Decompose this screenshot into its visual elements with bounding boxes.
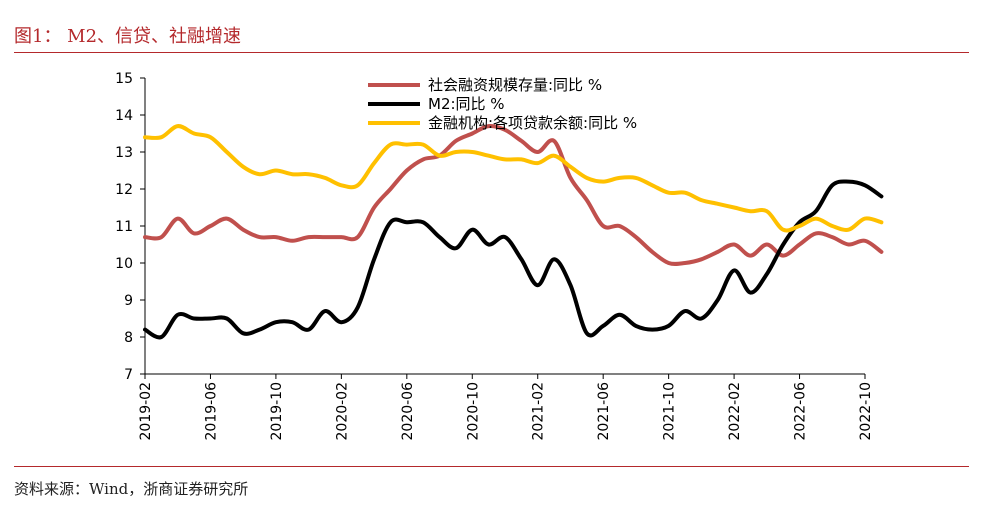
x-tick-label: 2019-10	[269, 382, 285, 441]
chart-axes: 7 8 9 10 11 12 13 14 15 2019-02 2019-06 2019-10 2020…	[115, 71, 874, 441]
x-tick-label: 2020-06	[400, 382, 416, 441]
x-tick-label: 2022-02	[727, 382, 743, 441]
y-tick-label: 8	[124, 330, 133, 346]
y-tick-label: 12	[115, 182, 133, 198]
y-tick-label: 10	[115, 256, 133, 272]
x-tick-label: 2022-06	[793, 382, 809, 441]
x-tick-label: 2020-10	[465, 382, 481, 441]
bottom-divider	[14, 466, 969, 467]
y-tick-label: 15	[115, 71, 133, 87]
y-tick-label: 7	[124, 367, 133, 383]
x-tick-label: 2021-02	[531, 382, 547, 441]
top-divider	[14, 52, 969, 53]
line-chart: 7 8 9 10 11 12 13 14 15 2019-02 2019-06 2019-10 2020…	[115, 71, 884, 441]
source-note: 资料来源：Wind，浙商证券研究所	[14, 480, 249, 498]
figure-title: 图1： M2、信贷、社融增速	[14, 26, 242, 47]
legend-label: M2:同比 %	[428, 95, 505, 113]
x-tick-label: 2019-02	[138, 382, 154, 441]
y-tick-label: 11	[115, 219, 133, 235]
x-tick-label: 2022-10	[858, 382, 874, 441]
series-line-social-financing	[143, 123, 884, 266]
y-tick-label: 13	[115, 145, 133, 161]
series-line-m2	[143, 179, 884, 340]
x-tick-label: 2020-02	[334, 382, 350, 441]
legend-label: 金融机构:各项贷款余额:同比 %	[428, 114, 637, 132]
x-tick-label: 2021-06	[596, 382, 612, 441]
chart-series	[143, 123, 884, 340]
series-line-loans	[143, 124, 884, 233]
y-tick-label: 14	[115, 108, 133, 124]
legend-label: 社会融资规模存量:同比 %	[428, 76, 602, 94]
x-tick-label: 2019-06	[203, 382, 219, 441]
x-tick-label: 2021-10	[662, 382, 678, 441]
y-tick-label: 9	[124, 293, 133, 309]
chart-legend: 社会融资规模存量:同比 %M2:同比 %金融机构:各项贷款余额:同比 %	[368, 76, 637, 132]
